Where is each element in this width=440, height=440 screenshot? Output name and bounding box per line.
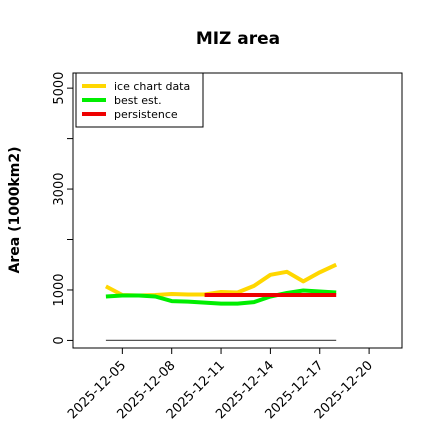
y-tick-label: 1000 xyxy=(52,273,67,306)
y-tick-label: 3000 xyxy=(52,173,67,206)
y-tick-label: 0 xyxy=(52,336,67,344)
y-axis-label: Area (1000km2) xyxy=(7,147,23,274)
series-layer xyxy=(104,262,338,341)
legend-label: best est. xyxy=(114,94,162,107)
chart-title: MIZ area xyxy=(196,29,280,49)
legend-label: persistence xyxy=(114,108,178,121)
y-tick-label: 5000 xyxy=(52,72,67,105)
series-line-best-est xyxy=(105,288,337,306)
plot-area-frame xyxy=(72,72,403,349)
legend-label: ice chart data xyxy=(114,80,190,93)
